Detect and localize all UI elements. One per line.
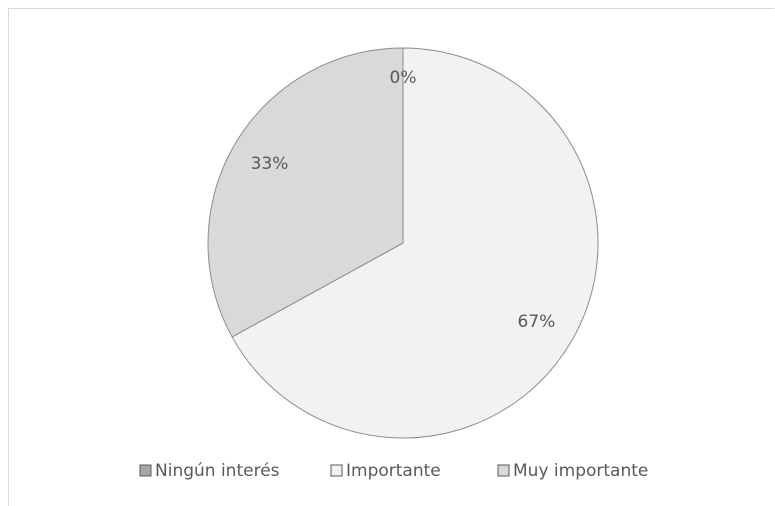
legend-swatch	[139, 464, 152, 477]
chart-border	[8, 8, 775, 506]
data-label: 0%	[390, 68, 417, 88]
legend-swatch	[497, 464, 510, 477]
pie-slice	[231, 47, 599, 439]
data-label: 67%	[518, 312, 556, 332]
legend-label: Ningún interés	[155, 461, 280, 481]
legend-label: Importante	[346, 461, 441, 481]
legend-swatch	[330, 464, 343, 477]
pie-slice	[207, 47, 404, 338]
legend: Ningún interés Importante Muy importante	[139, 461, 648, 481]
legend-label: Muy importante	[513, 461, 648, 481]
pie: 0% 67% 33%	[207, 47, 599, 439]
data-label: 33%	[251, 154, 289, 174]
